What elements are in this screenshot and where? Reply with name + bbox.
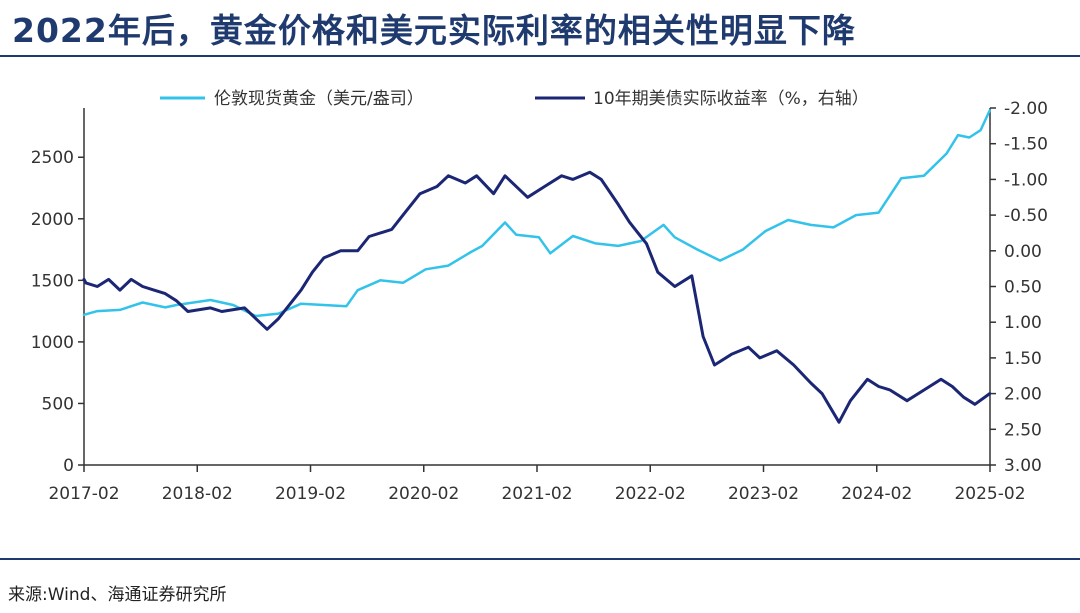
x-axis-tick-label: 2021-02 <box>501 484 572 504</box>
right-axis-tick-label: 3.00 <box>1004 456 1042 476</box>
right-axis-tick-label: -0.50 <box>1004 206 1048 226</box>
right-axis-tick-label: 0.50 <box>1004 278 1042 298</box>
right-axis-tick-label: -2.00 <box>1004 99 1048 119</box>
x-axis-tick-label: 2018-02 <box>162 484 233 504</box>
x-axis-tick-label: 2025-02 <box>954 484 1025 504</box>
series-line-rate <box>82 170 992 424</box>
header-divider <box>0 55 1080 57</box>
left-axis-tick-label: 500 <box>42 394 74 414</box>
x-axis-tick-label: 2024-02 <box>841 484 912 504</box>
right-axis-tick-label: 2.50 <box>1004 420 1042 440</box>
footer-divider <box>0 558 1080 560</box>
legend-label-gold: 伦敦现货黄金（美元/盎司） <box>214 89 424 109</box>
x-axis-tick-label: 2022-02 <box>615 484 686 504</box>
series-line-gold <box>82 109 991 318</box>
x-axis-tick-label: 2017-02 <box>48 484 119 504</box>
x-axis-tick-label: 2020-02 <box>388 484 459 504</box>
legend-label-rate: 10年期美债实际收益率（%，右轴） <box>593 89 869 109</box>
x-axis-tick-label: 2023-02 <box>728 484 799 504</box>
left-axis-tick-label: 1000 <box>31 333 74 353</box>
legend: 伦敦现货黄金（美元/盎司） 10年期美债实际收益率（%，右轴） <box>160 89 869 109</box>
right-axis-tick-label: 2.00 <box>1004 385 1042 405</box>
left-axis-tick-label: 2000 <box>31 210 74 230</box>
x-axis-tick-label: 2019-02 <box>275 484 346 504</box>
right-axis-tick-label: 1.00 <box>1004 313 1042 333</box>
right-axis-tick-label: -1.50 <box>1004 135 1048 155</box>
right-axis-tick-label: 0.00 <box>1004 242 1042 262</box>
source-note: 来源:Wind、海通证券研究所 <box>8 585 227 605</box>
left-axis-tick-label: 2500 <box>31 148 74 168</box>
right-axis-tick-label: -1.00 <box>1004 170 1048 190</box>
left-axis-tick-label: 1500 <box>31 271 74 291</box>
left-axis-tick-label: 0 <box>63 456 74 476</box>
chart: 伦敦现货黄金（美元/盎司） 10年期美债实际收益率（%，右轴） 0 500 1000… <box>31 89 1048 504</box>
right-axis-tick-label: 1.50 <box>1004 349 1042 369</box>
page-title: 2022年后，黄金价格和美元实际利率的相关性明显下降 <box>12 11 856 50</box>
